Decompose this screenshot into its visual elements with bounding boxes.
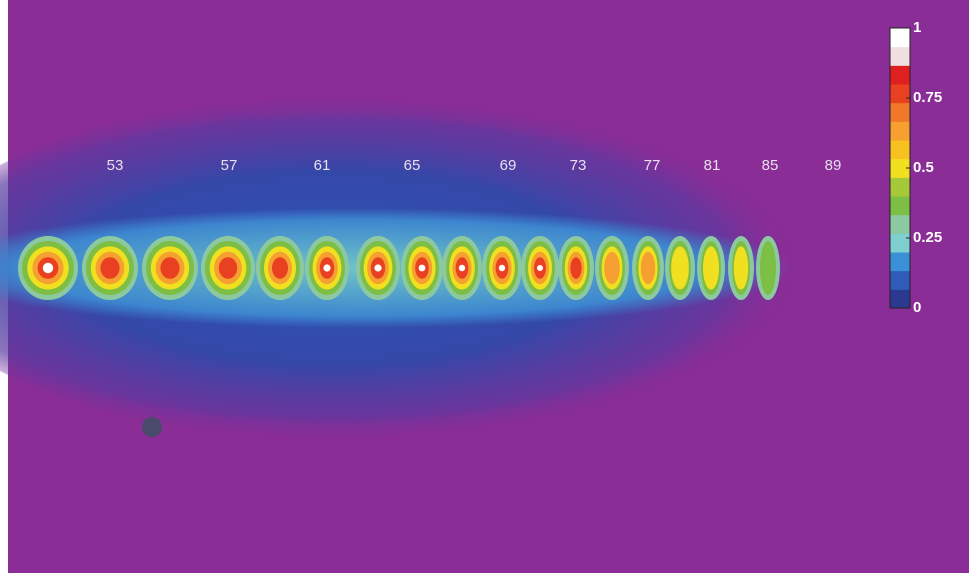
spot-core — [323, 264, 331, 272]
colorbar-step — [890, 28, 910, 48]
spot-core — [760, 241, 776, 295]
harmonic-label: 65 — [404, 157, 421, 174]
spot-core — [570, 257, 582, 279]
spot-core — [100, 257, 120, 279]
harmonic-label: 89 — [825, 157, 842, 174]
spot-core — [458, 264, 466, 272]
dust-spot — [142, 417, 162, 437]
harmonic-label: 77 — [644, 157, 661, 174]
colorbar-label: 0 — [913, 299, 921, 316]
harmonic-label: 85 — [762, 157, 779, 174]
colorbar-step — [890, 177, 910, 197]
spot-core — [703, 246, 719, 290]
harmonic-label: 69 — [500, 157, 517, 174]
colorbar-step — [890, 158, 910, 178]
colorbar-step — [890, 121, 910, 141]
colorbar-step — [890, 140, 910, 160]
colorbar-step — [890, 252, 910, 272]
colorbar-label: 0.75 — [913, 89, 942, 106]
spot-core — [218, 257, 238, 279]
colorbar-step — [890, 233, 910, 253]
colorbar-step — [890, 270, 910, 290]
colorbar-step — [890, 46, 910, 66]
spot-core — [671, 246, 689, 290]
colorbar-step — [890, 214, 910, 234]
harmonic-label: 61 — [314, 157, 331, 174]
spot-core — [640, 251, 656, 285]
harmonic-label: 53 — [107, 157, 124, 174]
spot-core — [374, 264, 382, 272]
colorbar-label: 0.25 — [913, 229, 942, 246]
colorbar-step — [890, 289, 910, 309]
colorbar: 0 0.25 0.5 0.75 1 — [889, 19, 942, 316]
colorbar-step — [890, 65, 910, 85]
colorbar-label: 1 — [913, 19, 921, 36]
spot-core — [160, 257, 180, 279]
colorbar-label: 0.5 — [913, 159, 934, 176]
harmonic-label: 73 — [570, 157, 587, 174]
harmonic-labels: 53 57 61 65 69 73 77 81 85 89 — [107, 157, 842, 174]
spot-core — [272, 257, 288, 279]
spot-core — [498, 264, 506, 272]
harmonic-label: 57 — [221, 157, 238, 174]
spot-core — [733, 246, 749, 290]
spot-core — [537, 265, 543, 271]
colorbar-step — [890, 102, 910, 122]
spot-core — [418, 264, 426, 272]
colorbar-step — [890, 84, 910, 104]
spot-core — [42, 262, 54, 274]
harmonic-spots — [18, 236, 780, 300]
colorbar-step — [890, 196, 910, 216]
spot-core — [604, 251, 620, 285]
harmonic-label: 81 — [704, 157, 721, 174]
